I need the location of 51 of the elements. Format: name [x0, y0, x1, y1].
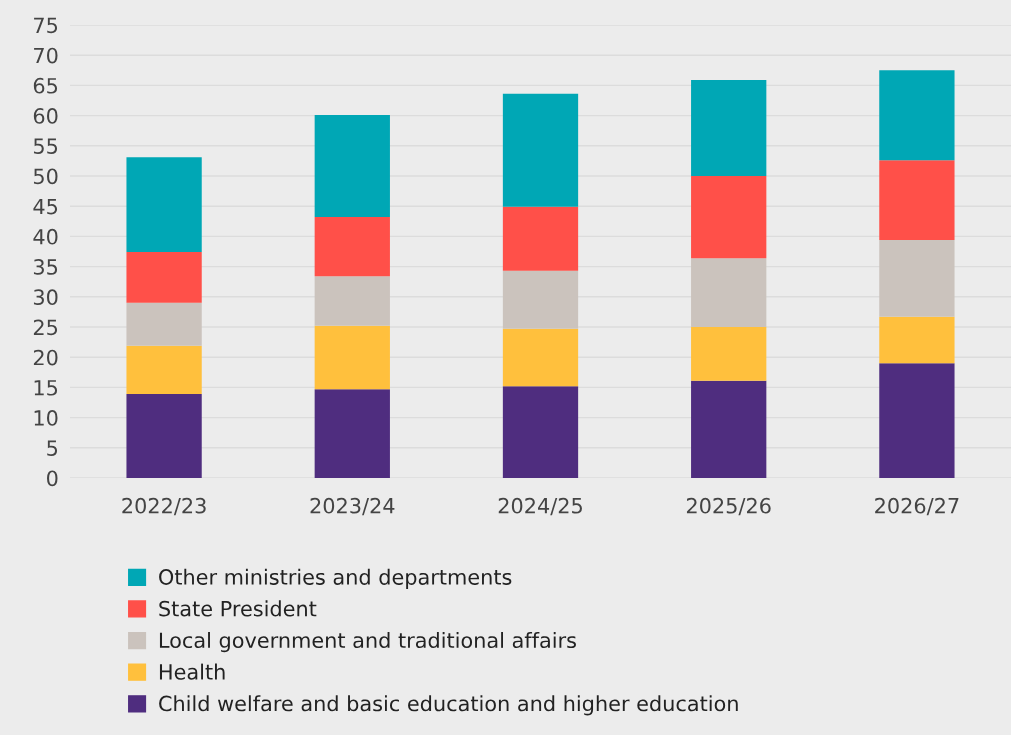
bar — [691, 327, 767, 381]
bar — [691, 79, 767, 176]
x-tick-label: 2026/27 — [875, 497, 959, 516]
bar — [502, 386, 579, 478]
x-tick-label: 2024/25 — [498, 497, 582, 516]
bar — [879, 70, 955, 161]
bar — [126, 394, 202, 478]
x-tick-label: 2025/26 — [686, 497, 771, 516]
legend-label: Child welfare and basic education and higher education — [159, 695, 738, 716]
bar — [502, 270, 579, 329]
bar — [126, 157, 202, 253]
bar — [314, 217, 390, 277]
y-tick-label: 50 — [33, 168, 58, 185]
y-tick-label: 25 — [33, 319, 58, 336]
bar — [879, 316, 955, 364]
bar — [126, 252, 202, 303]
y-tick-label: 20 — [33, 349, 58, 366]
bar — [314, 276, 390, 326]
y-tick-label: 65 — [33, 77, 58, 94]
y-tick-label: 60 — [33, 108, 58, 124]
x-tick-label: 2023/24 — [310, 497, 395, 516]
y-tick-label: 15 — [34, 380, 58, 396]
y-tick-label: 10 — [34, 410, 58, 426]
bar — [691, 176, 767, 259]
y-tick-label: 5 — [47, 440, 58, 457]
bar — [879, 363, 955, 478]
y-tick-label: 0 — [47, 470, 58, 487]
legend-label: State President — [159, 600, 317, 617]
bar — [691, 380, 767, 478]
legend-label: Other ministries and departments — [159, 568, 512, 589]
x-tick-label: 2022/23 — [122, 497, 206, 516]
bar — [314, 389, 390, 478]
y-tick-label: 75 — [34, 17, 58, 34]
y-tick-label: 55 — [33, 138, 58, 155]
bar — [314, 115, 390, 218]
y-tick-label: 40 — [33, 228, 58, 245]
bar — [691, 258, 767, 327]
y-tick-label: 70 — [34, 47, 58, 64]
bar — [502, 328, 579, 387]
legend-label: Health — [159, 663, 225, 680]
bar — [879, 240, 955, 317]
y-tick-label: 30 — [33, 289, 58, 306]
bar — [502, 93, 579, 207]
bar — [502, 206, 579, 271]
bar — [879, 160, 955, 241]
y-tick-label: 35 — [33, 259, 58, 275]
legend-label: Local government and traditional affairs — [159, 631, 576, 653]
bar — [126, 345, 202, 395]
y-tick-label: 45 — [33, 198, 58, 215]
bar — [314, 325, 390, 390]
bar — [126, 302, 202, 346]
